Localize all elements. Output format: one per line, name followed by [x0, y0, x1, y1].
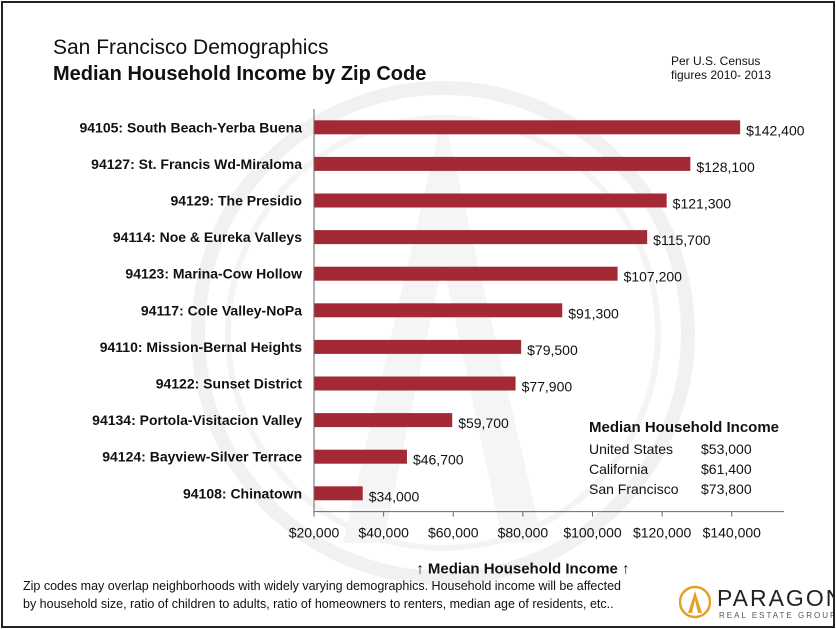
reference-row: United States $53,000 [589, 439, 779, 459]
income-reference-box: Median Household Income United States $5… [589, 419, 779, 499]
x-tick-label: $60,000 [428, 525, 479, 541]
value-label: $46,700 [413, 452, 464, 468]
reference-value: $73,800 [701, 481, 752, 497]
bar [314, 156, 691, 171]
x-tick-label: $100,000 [563, 525, 622, 541]
bar [314, 486, 363, 501]
footnote-line2: by household size, ratio of children to … [23, 597, 614, 611]
category-label: 94117: Cole Valley-NoPa [141, 302, 302, 318]
footnote-line1: Zip codes may overlap neighborhoods with… [23, 579, 622, 593]
bar [314, 339, 522, 354]
x-ticks-layer: $20,000 $40,000 $60,000 $80,000 $100,000 $120… [289, 511, 762, 541]
reference-label: California [589, 461, 649, 477]
paragon-mark-icon [679, 585, 711, 619]
x-tick-label: $140,000 [703, 525, 762, 541]
value-label: $59,700 [458, 415, 509, 431]
bar [314, 266, 618, 281]
bar [314, 120, 741, 135]
value-label: $107,200 [624, 269, 683, 285]
category-label: 94124: Bayview-Silver Terrace [102, 449, 302, 465]
value-label: $142,400 [746, 122, 805, 138]
paragon-logo: PARAGON REAL ESTATE GROUP [679, 583, 833, 623]
value-label: $121,300 [673, 196, 732, 212]
x-tick-label: $80,000 [498, 525, 549, 541]
logo-subtitle: REAL ESTATE GROUP [719, 611, 835, 620]
bar [314, 230, 648, 245]
category-label: 94114: Noe & Eureka Valleys [113, 229, 302, 245]
reference-label: United States [589, 441, 674, 457]
category-label: 94127: St. Francis Wd-Miraloma [91, 156, 302, 172]
reference-row: San Francisco $73,800 [589, 479, 779, 499]
x-tick-label: $20,000 [289, 525, 340, 541]
value-label: $34,000 [369, 488, 420, 504]
category-label: 94122: Sunset District [156, 376, 303, 392]
source-note: Per U.S. Census figures 2010- 2013 [671, 54, 771, 82]
x-tick-label: $40,000 [358, 525, 409, 541]
source-note-line2: figures 2010- 2013 [671, 68, 772, 82]
reference-value: $53,000 [701, 441, 752, 457]
bar [314, 376, 516, 391]
value-label: $128,100 [696, 159, 755, 175]
watermark-logo [191, 81, 695, 585]
x-axis-label: ↑ Median Household Income ↑ [416, 561, 629, 578]
bars-layer: 94105: South Beach-Yerba Buena $142,400 94… [79, 119, 804, 504]
category-label: 94110: Mission-Bernal Heights [100, 339, 303, 355]
value-label: $115,700 [653, 232, 711, 248]
reference-value: $61,400 [701, 461, 752, 477]
value-label: $79,500 [527, 342, 578, 358]
bar [314, 413, 453, 428]
value-label: $77,900 [522, 379, 573, 395]
logo-wordmark: PARAGON [717, 585, 835, 611]
bar [314, 193, 667, 208]
reference-title: Median Household Income [589, 419, 780, 436]
chart-title: San Francisco Demographics [53, 36, 329, 59]
reference-row: California $61,400 [589, 459, 779, 479]
bar [314, 303, 563, 318]
chart-subtitle: Median Household Income by Zip Code [53, 63, 427, 85]
source-note-line1: Per U.S. Census [671, 54, 761, 68]
value-label: $91,300 [568, 305, 619, 321]
category-label: 94123: Marina-Cow Hollow [125, 266, 302, 282]
bar [314, 449, 407, 464]
category-label: 94108: Chinatown [183, 485, 302, 501]
bar-chart: 94105: South Beach-Yerba Buena $142,400 94… [79, 109, 805, 578]
reference-label: San Francisco [589, 481, 679, 497]
category-label: 94129: The Presidio [170, 193, 302, 209]
category-label: 94105: South Beach-Yerba Buena [79, 119, 302, 135]
x-tick-label: $120,000 [633, 525, 692, 541]
footnote: Zip codes may overlap neighborhoods with… [23, 577, 663, 613]
category-label: 94134: Portola-Visitacion Valley [92, 412, 302, 428]
